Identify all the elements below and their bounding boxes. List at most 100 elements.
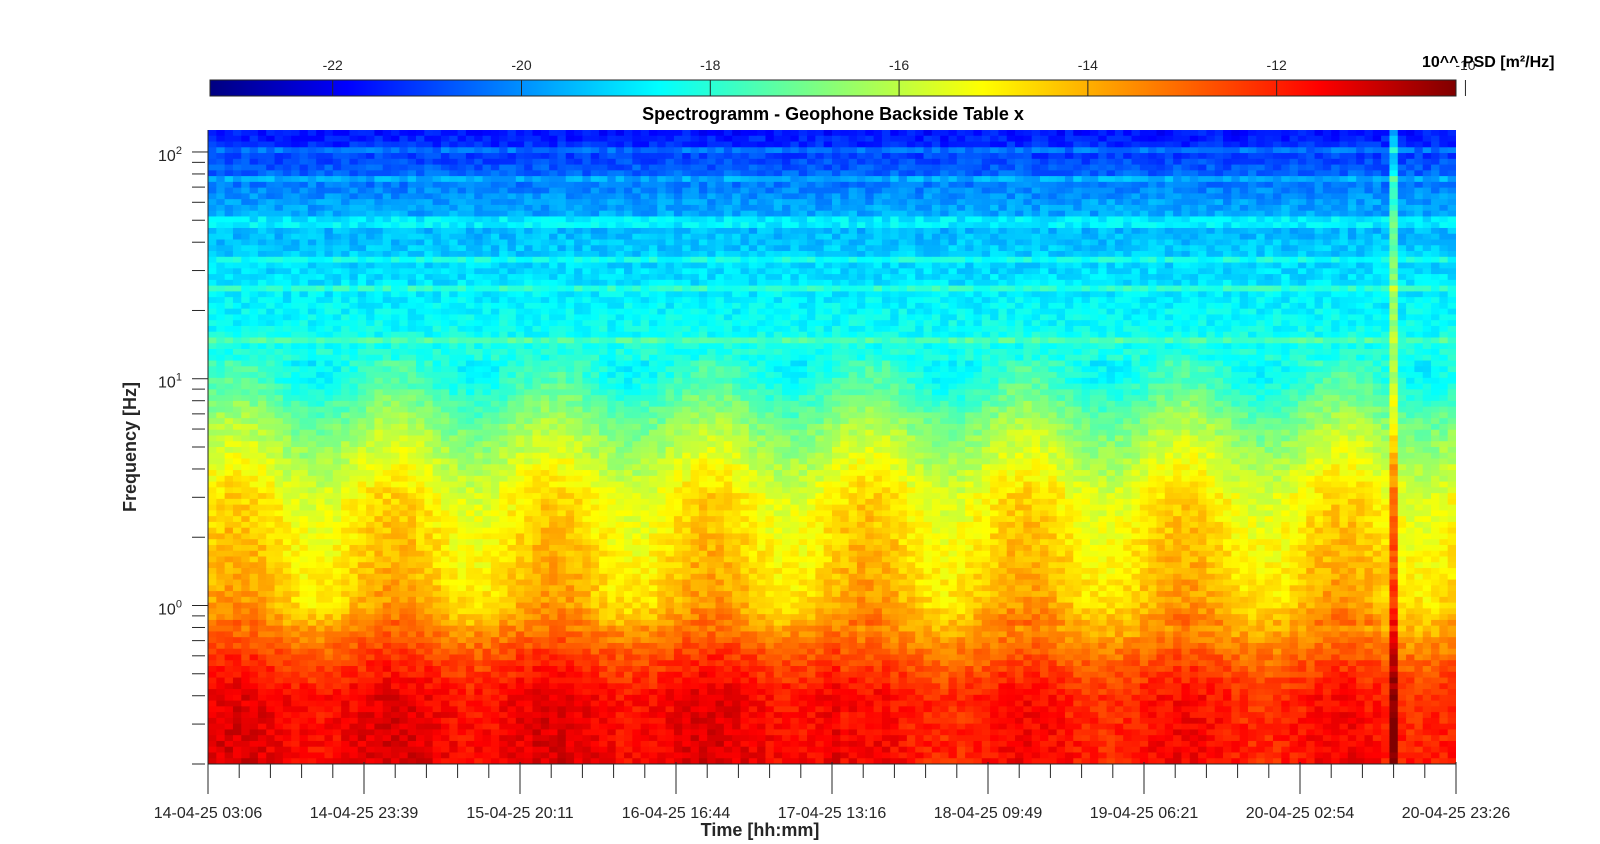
- heatmap-cell: [973, 141, 983, 148]
- heatmap-cell: [241, 216, 251, 223]
- heatmap-cell: [1389, 291, 1399, 298]
- heatmap-cell: [1364, 181, 1374, 189]
- heatmap-cell: [873, 262, 883, 269]
- heatmap-cell: [648, 279, 658, 287]
- heatmap-cell: [773, 153, 783, 160]
- heatmap-cell: [307, 239, 317, 246]
- heatmap-cell: [1081, 314, 1091, 321]
- heatmap-cell: [673, 291, 683, 298]
- heatmap-cell: [1306, 268, 1316, 275]
- heatmap-cell: [1173, 176, 1183, 183]
- heatmap-cell: [673, 285, 683, 292]
- heatmap-cell: [698, 141, 708, 148]
- heatmap-cell: [532, 170, 542, 177]
- heatmap-cell: [931, 135, 941, 143]
- heatmap-cell: [374, 268, 384, 275]
- heatmap-cell: [931, 130, 941, 137]
- heatmap-cell: [973, 233, 983, 241]
- heatmap-cell: [341, 297, 351, 304]
- heatmap-cell: [1139, 274, 1149, 281]
- heatmap-cell: [890, 130, 900, 137]
- heatmap-cell: [956, 181, 966, 189]
- heatmap-cell: [474, 308, 484, 316]
- heatmap-cell: [1331, 176, 1341, 183]
- heatmap-cell: [906, 268, 916, 275]
- heatmap-cell: [740, 181, 750, 189]
- heatmap-cell: [865, 291, 875, 298]
- heatmap-cell: [773, 262, 783, 269]
- heatmap-cell: [1364, 233, 1374, 241]
- heatmap-cell: [1015, 222, 1024, 229]
- heatmap-cell: [773, 227, 783, 235]
- heatmap-cell: [782, 279, 791, 287]
- heatmap-cell: [407, 176, 417, 183]
- heatmap-cell: [1397, 187, 1407, 194]
- heatmap-cell: [1256, 187, 1266, 194]
- heatmap-cell: [249, 256, 259, 264]
- heatmap-cell: [1414, 227, 1424, 235]
- heatmap-cell: [881, 314, 891, 321]
- heatmap-cell: [640, 279, 650, 287]
- heatmap-cell: [1040, 176, 1049, 183]
- heatmap-cell: [931, 279, 941, 287]
- heatmap-cell: [923, 164, 933, 171]
- heatmap-cell: [782, 251, 791, 258]
- heatmap-cell: [382, 233, 392, 241]
- heatmap-cell: [457, 130, 467, 137]
- heatmap-cell: [773, 216, 783, 223]
- heatmap-cell: [931, 256, 941, 264]
- heatmap-cell: [257, 153, 267, 160]
- heatmap-cell: [282, 320, 292, 327]
- heatmap-cell: [915, 308, 925, 316]
- heatmap-cell: [524, 141, 534, 148]
- heatmap-cell: [1123, 279, 1133, 287]
- heatmap-cell: [790, 285, 800, 292]
- heatmap-cell: [923, 181, 933, 189]
- heatmap-cell: [1098, 302, 1108, 310]
- heatmap-cell: [648, 239, 658, 246]
- heatmap-cell: [981, 279, 991, 287]
- heatmap-cell: [590, 204, 600, 212]
- heatmap-cell: [391, 297, 400, 304]
- heatmap-cell: [582, 199, 592, 206]
- heatmap-cell: [1139, 297, 1149, 304]
- heatmap-cell: [690, 256, 700, 264]
- heatmap-cell: [1314, 216, 1324, 223]
- heatmap-cell: [557, 187, 567, 194]
- heatmap-cell: [790, 314, 800, 321]
- heatmap-cell: [465, 227, 475, 235]
- heatmap-cell: [474, 285, 484, 292]
- heatmap-cell: [998, 170, 1008, 177]
- heatmap-cell: [973, 239, 983, 246]
- heatmap-cell: [224, 147, 234, 154]
- heatmap-cell: [590, 227, 600, 235]
- heatmap-cell: [823, 170, 833, 177]
- plot-area: [208, 130, 1456, 764]
- heatmap-cell: [640, 187, 650, 194]
- heatmap-cell: [208, 245, 217, 252]
- heatmap-cell: [257, 274, 267, 281]
- heatmap-cell: [765, 164, 775, 171]
- heatmap-cell: [1198, 164, 1207, 171]
- heatmap-cell: [782, 193, 791, 200]
- heatmap-cell: [440, 222, 450, 229]
- heatmap-cell: [707, 274, 717, 281]
- heatmap-cell: [1422, 222, 1432, 229]
- heatmap-cell: [1331, 147, 1341, 154]
- heatmap-cell: [782, 256, 791, 264]
- heatmap-cell: [856, 176, 866, 183]
- heatmap-cell: [1198, 291, 1207, 298]
- heatmap-cell: [499, 147, 509, 154]
- heatmap-cell: [316, 297, 326, 304]
- heatmap-cell: [1297, 135, 1307, 143]
- heatmap-cell: [582, 227, 592, 235]
- heatmap-cell: [341, 158, 351, 166]
- heatmap-cell: [282, 193, 292, 200]
- heatmap-cell: [898, 297, 908, 304]
- heatmap-cell: [1173, 158, 1183, 166]
- heatmap-cell: [590, 314, 600, 321]
- heatmap-cell: [682, 274, 692, 281]
- heatmap-cell: [640, 216, 650, 223]
- heatmap-cell: [1073, 135, 1083, 143]
- heatmap-cell: [482, 176, 492, 183]
